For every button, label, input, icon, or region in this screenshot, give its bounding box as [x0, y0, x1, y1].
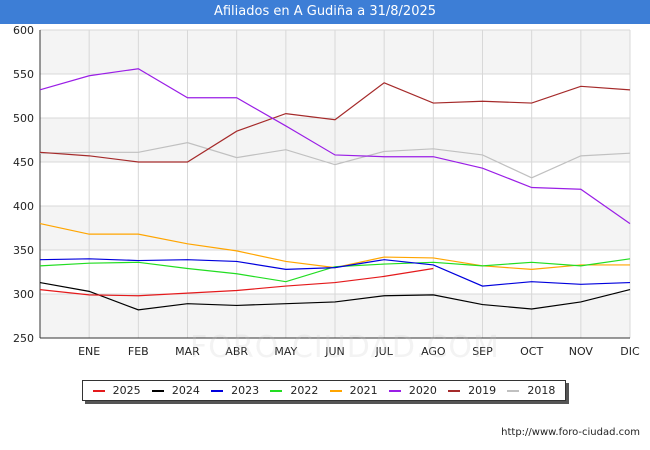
legend-item-2021: 2021 [329, 384, 378, 397]
legend-label: 2018 [527, 384, 556, 397]
legend-swatch [329, 389, 342, 392]
legend-swatch [151, 389, 164, 392]
x-tick-label: JUN [324, 345, 345, 358]
y-tick-label: 450 [13, 156, 34, 169]
x-tick-label: MAR [175, 345, 200, 358]
legend-label: 2023 [231, 384, 260, 397]
x-tick-label: OCT [520, 345, 543, 358]
line-chart: 250 300 350 400 450 500 550 600 ENE FEB MAR ABR MAY J… [13, 24, 640, 358]
legend-swatch [448, 389, 461, 392]
y-tick-label: 600 [13, 24, 34, 37]
legend-label: 2024 [171, 384, 200, 397]
legend-label: 2020 [408, 384, 437, 397]
series-line-2025 [39, 267, 434, 297]
legend-label: 2022 [290, 384, 319, 397]
legend-swatch [388, 389, 401, 392]
x-tick-label: AGO [421, 345, 446, 358]
legend-item-2025: 2025 [92, 384, 141, 397]
x-tick-label: ABR [225, 345, 248, 358]
legend-label: 2025 [112, 384, 141, 397]
y-tick-label: 550 [13, 68, 34, 81]
series-line-2018 [39, 142, 631, 179]
x-tick-label: SEP [472, 345, 493, 358]
legend-item-2022: 2022 [270, 384, 318, 397]
legend-label: 2019 [468, 384, 497, 397]
series-line-2023 [39, 258, 631, 287]
legend-swatch [270, 389, 283, 392]
legend-label: 2021 [349, 384, 378, 397]
source-url: http://www.foro-ciudad.com [501, 427, 640, 438]
x-tick-label: JUL [374, 345, 393, 358]
y-tick-label: 300 [13, 288, 34, 301]
legend-item-2018: 2018 [507, 384, 555, 397]
y-tick-label: 400 [13, 200, 34, 213]
x-tick-label: DIC [620, 345, 640, 358]
watermark: FORO-CIUDAD.COM [190, 330, 500, 365]
legend-item-2023: 2023 [211, 384, 259, 397]
series-line-2022 [39, 258, 631, 283]
legend: 2025 2024 2023 2022 2021 2020 2019 2018 [82, 380, 566, 401]
x-tick-label: MAY [274, 345, 297, 358]
legend-swatch [507, 389, 520, 392]
series-line-2024 [39, 281, 631, 311]
legend-swatch [92, 389, 105, 392]
legend-item-2024: 2024 [151, 384, 200, 397]
x-tick-label: ENE [78, 345, 100, 358]
chart-title: Afiliados en A Gudiña a 31/8/2025 [213, 4, 437, 19]
series-line-2020 [39, 68, 631, 225]
legend-item-2020: 2020 [388, 384, 437, 397]
legend-swatch [211, 389, 224, 392]
y-tick-label: 350 [13, 244, 34, 257]
y-tick-label: 250 [13, 332, 34, 345]
title-bar [0, 0, 650, 24]
legend-item-2019: 2019 [448, 384, 496, 397]
x-tick-label: NOV [569, 345, 594, 358]
x-tick-label: FEB [128, 345, 149, 358]
series-line-2019 [39, 82, 631, 163]
y-tick-label: 500 [13, 112, 34, 125]
